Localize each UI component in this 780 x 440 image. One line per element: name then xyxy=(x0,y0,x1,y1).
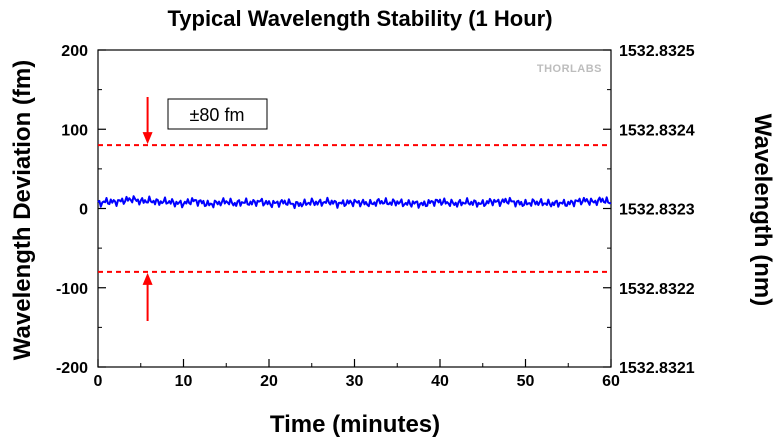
y-tick-label: 0 xyxy=(79,202,88,219)
y-tick-label: -200 xyxy=(56,360,88,377)
y2-tick-label: 1532.8323 xyxy=(619,202,695,219)
y2-tick-label: 1532.8324 xyxy=(619,122,695,139)
x-tick-label: 50 xyxy=(517,373,535,390)
x-tick-label: 40 xyxy=(431,373,449,390)
y2-tick-label: 1532.8321 xyxy=(619,360,695,377)
x-tick-label: 0 xyxy=(94,373,103,390)
y-tick-label: -100 xyxy=(56,281,88,298)
y2-tick-label: 1532.8322 xyxy=(619,281,695,298)
series-line-0 xyxy=(97,195,612,210)
plot-frame xyxy=(97,49,612,368)
y-tick-label: 100 xyxy=(61,122,88,139)
annotation-label: ±80 fm xyxy=(190,105,245,125)
y-axis-label: Wavelength Deviation (fm) xyxy=(9,60,36,360)
chart-title: Typical Wavelength Stability (1 Hour) xyxy=(167,6,552,31)
x-tick-label: 10 xyxy=(175,373,193,390)
x-tick-label: 30 xyxy=(346,373,364,390)
x-tick-label: 60 xyxy=(602,373,620,390)
annotation-box xyxy=(167,98,268,130)
y2-tick-label: 1532.8325 xyxy=(619,43,695,60)
y2-axis-label: Wavelength (nm) xyxy=(749,114,776,306)
x-axis-label: Time (minutes) xyxy=(270,411,440,438)
y-tick-label: 200 xyxy=(61,43,88,60)
thorlabs-watermark: THORLABS xyxy=(537,63,602,75)
arrow-down-head xyxy=(142,132,153,145)
arrow-up-head xyxy=(142,272,153,285)
x-tick-label: 20 xyxy=(260,373,278,390)
